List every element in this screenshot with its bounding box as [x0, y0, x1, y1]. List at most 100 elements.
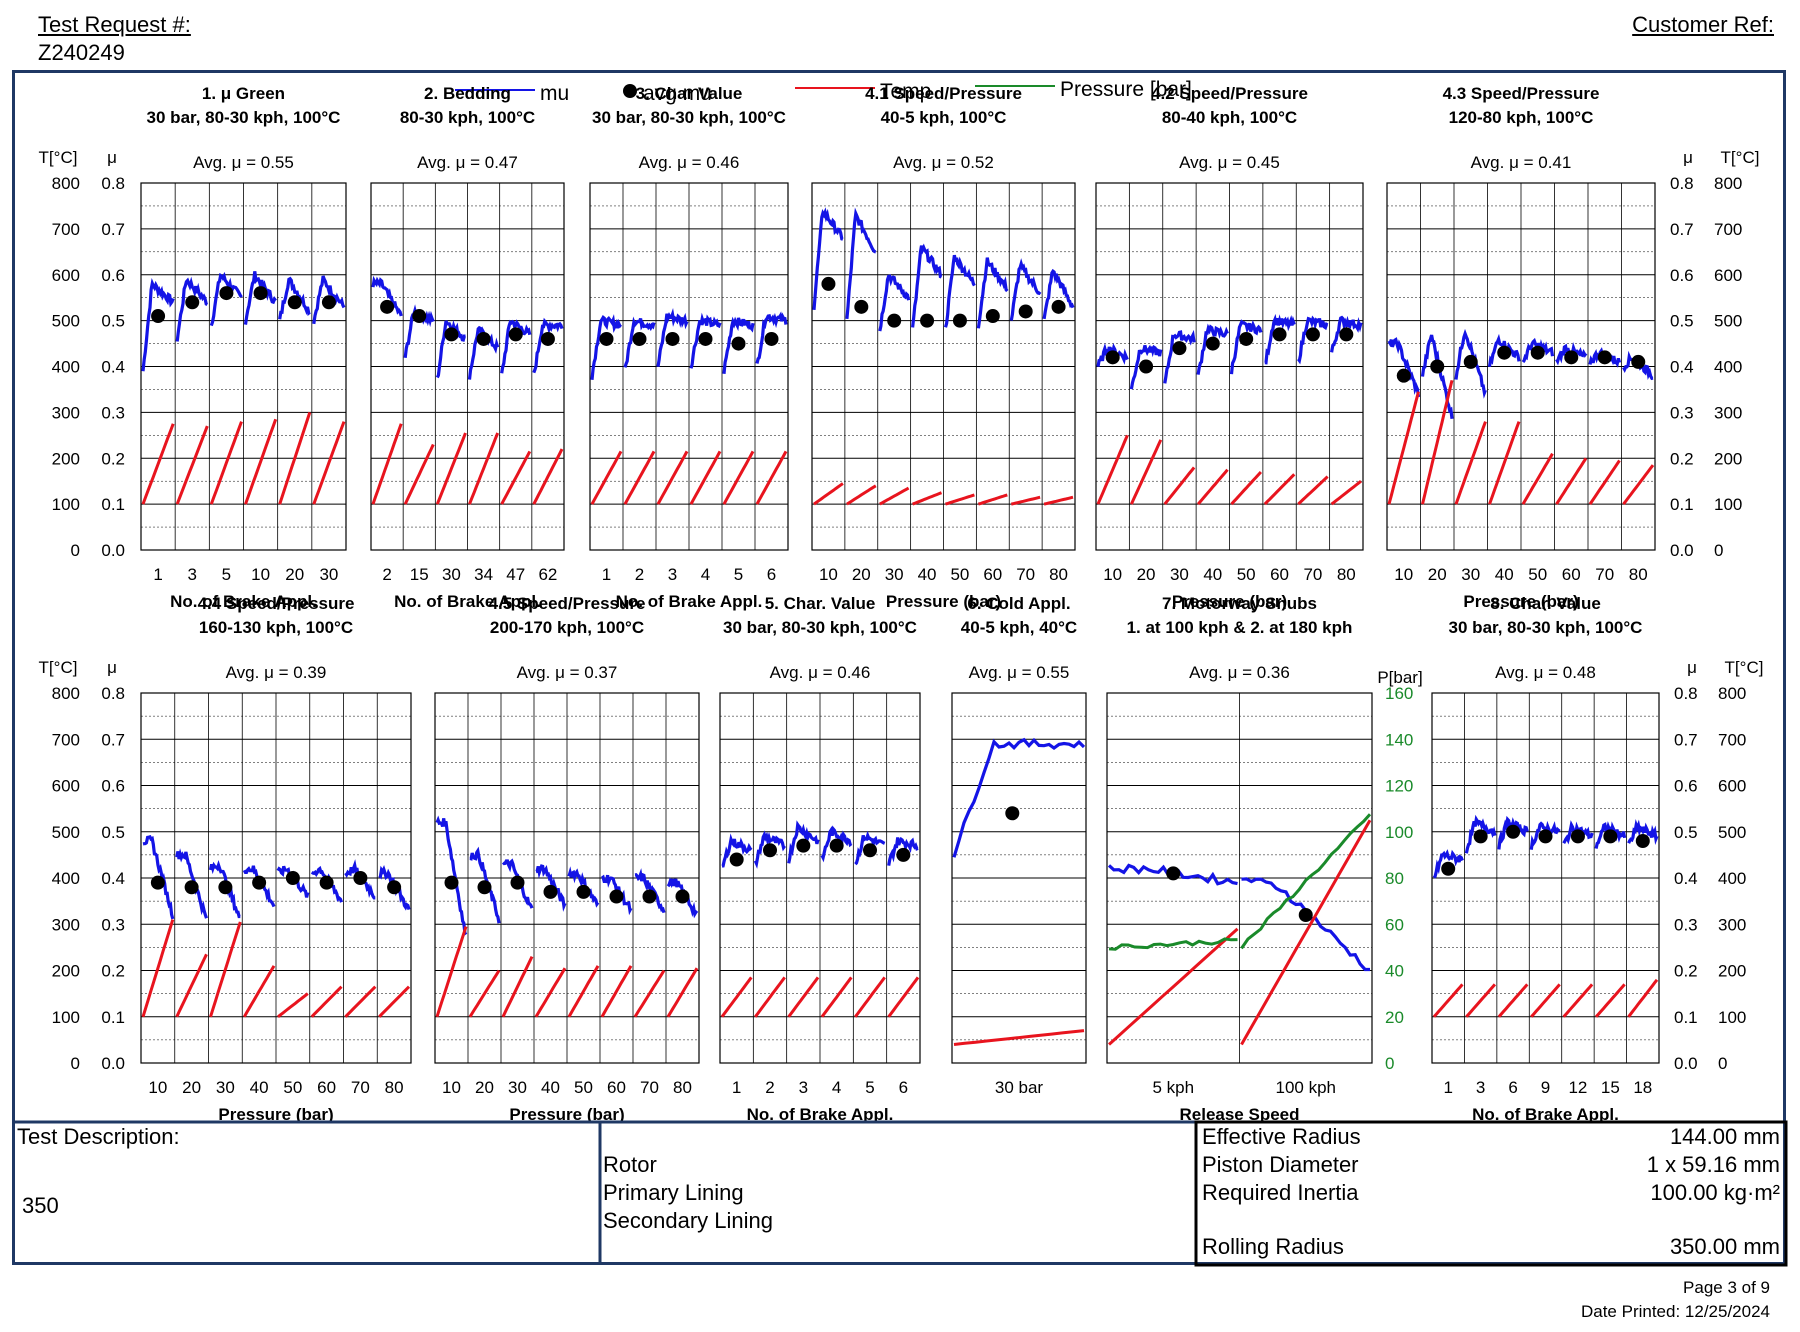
pressure-tick-label: 160 [1385, 684, 1413, 703]
mu-tick-label: 0.6 [101, 266, 125, 285]
avg-mu-marker [508, 327, 523, 342]
x-axis-label: No. of Brake Appl. [747, 1105, 894, 1124]
x-tick-label: 10 [251, 565, 270, 584]
x-tick-label: 60 [1562, 565, 1581, 584]
avg-mu-label: Avg. μ = 0.55 [969, 663, 1070, 682]
x-tick-label: 62 [538, 565, 557, 584]
temp-tick-label: 600 [52, 777, 80, 796]
mu-trace [312, 275, 346, 325]
mu-tick-label: 0.8 [101, 174, 125, 193]
mu-tick-label: 0.0 [101, 1054, 125, 1073]
temp-trace [277, 992, 309, 1018]
chart-panel [951, 692, 1087, 1064]
pressure-tick-label: 140 [1385, 730, 1413, 749]
temp-tick-label: 0 [71, 541, 80, 560]
x-tick-label: 20 [1137, 565, 1156, 584]
x-tick-label: 9 [1541, 1078, 1550, 1097]
mu-trace [721, 833, 753, 868]
avg-mu-marker [632, 331, 647, 346]
temp-trace [1010, 495, 1041, 506]
x-tick-label: 30 [319, 565, 338, 584]
avg-mu-marker [218, 880, 233, 895]
mu-axis-label: μ [1683, 148, 1693, 167]
temp-trace [945, 493, 975, 506]
temp-trace [175, 425, 209, 505]
avg-mu-marker [829, 838, 844, 853]
temp-tick-label: 700 [52, 220, 80, 239]
avg-mu-marker [1538, 829, 1553, 844]
temp-trace [623, 450, 656, 505]
avg-mu-label: Avg. μ = 0.48 [1495, 663, 1596, 682]
spec-value: 1 x 59.16 mm [1646, 1152, 1780, 1177]
x-tick-label: 40 [541, 1078, 560, 1097]
test-description-value: 350 [22, 1193, 59, 1218]
temp-trace [1096, 434, 1129, 505]
avg-mu-marker [1603, 829, 1618, 844]
mu-axis-label: μ [107, 148, 117, 167]
mu-trace [812, 207, 844, 311]
mu-trace [500, 319, 532, 374]
avg-mu-label: Avg. μ = 0.52 [893, 153, 994, 172]
avg-mu-marker [952, 313, 967, 328]
chart-title: 4.5 Speed/Pressure [489, 594, 646, 613]
mu-tick-label: 0.3 [101, 403, 125, 422]
avg-mu-marker [543, 884, 558, 899]
temp-trace [1488, 421, 1521, 505]
avg-mu-marker [698, 331, 713, 346]
customer-ref-label: Customer Ref: [1632, 12, 1774, 37]
x-tick-label: 60 [607, 1078, 626, 1097]
chart-subtitle: 160-130 kph, 100°C [199, 618, 353, 637]
x-axis-label: No. of Brake Appl. [616, 592, 763, 611]
mu-trace [1627, 819, 1659, 846]
chart-title: 8. Char. Value [1490, 594, 1601, 613]
temp-trace [1130, 439, 1163, 505]
avg-mu-label: Avg. μ = 0.36 [1189, 663, 1290, 682]
mu-trace [1330, 315, 1363, 353]
mu-tick-label: 0.1 [1670, 495, 1694, 514]
avg-mu-marker [1396, 368, 1411, 383]
temp-trace [1330, 480, 1362, 506]
x-tick-label: 20 [182, 1078, 201, 1097]
avg-mu-label: Avg. μ = 0.46 [770, 663, 871, 682]
x-tick-label: 30 [885, 565, 904, 584]
mu-trace [1163, 329, 1196, 384]
mu-tick-label: 0.3 [1674, 915, 1698, 934]
x-tick-label: 30 [1461, 565, 1480, 584]
temp-trace [912, 491, 943, 506]
mu-trace [532, 317, 564, 374]
x-tick-label: 80 [385, 1078, 404, 1097]
x-tick-label: 6 [767, 565, 776, 584]
temp-trace [244, 418, 278, 505]
x-tick-label: 70 [640, 1078, 659, 1097]
avg-mu-marker [576, 884, 591, 899]
pressure-tick-label: 20 [1385, 1008, 1404, 1027]
x-tick-label: 3 [1476, 1078, 1485, 1097]
test-description-label: Test Description: [17, 1124, 180, 1149]
mu-trace [1594, 821, 1627, 849]
mu-trace [1297, 315, 1329, 365]
chart-subtitle: 30 bar, 80-30 kph, 100°C [1449, 618, 1643, 637]
date-printed: Date Printed: 12/25/2024 [1580, 1302, 1770, 1321]
avg-mu-marker [1570, 829, 1585, 844]
x-tick-label: 12 [1568, 1078, 1587, 1097]
avg-mu-marker [184, 880, 199, 895]
x-tick-label: 4 [832, 1078, 841, 1097]
x-axis-label: No. of Brake Appl. [170, 592, 317, 611]
avg-mu-label: Avg. μ = 0.46 [639, 153, 740, 172]
avg-mu-marker [540, 331, 555, 346]
mu-trace [820, 825, 853, 863]
temp-tick-label: 600 [52, 266, 80, 285]
avg-mu-marker [353, 871, 368, 885]
mu-trace [371, 275, 403, 317]
x-tick-label: 20 [475, 1078, 494, 1097]
temp-tick-label: 200 [52, 449, 80, 468]
temp-tick-label: 300 [52, 915, 80, 934]
x-tick-label: 20 [852, 565, 871, 584]
x-axis-label: Pressure (bar) [218, 1105, 333, 1124]
avg-mu-marker [599, 331, 614, 346]
temp-tick-label: 100 [1714, 495, 1742, 514]
temp-trace [666, 967, 699, 1018]
temp-tick-label: 800 [52, 684, 80, 703]
avg-mu-marker [854, 299, 869, 314]
x-tick-label: 70 [351, 1078, 370, 1097]
